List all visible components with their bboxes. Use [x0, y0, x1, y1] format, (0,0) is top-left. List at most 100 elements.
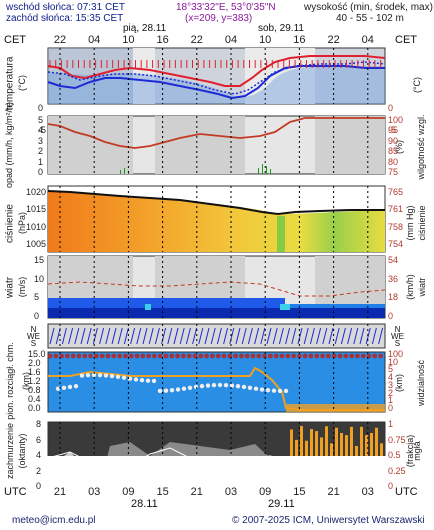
- wind-arrow: [192, 327, 198, 345]
- temperature-ytick-right: -5: [388, 125, 397, 135]
- cloud-layer-dot: [271, 388, 277, 393]
- cloud-top-dot: [70, 353, 76, 359]
- wind-arrow: [148, 327, 154, 345]
- cloud-top-dot: [285, 353, 291, 359]
- cloud-top-dot: [146, 353, 152, 359]
- coords-text: 18°33'32"E, 53°0'35"N: [176, 2, 276, 13]
- wind-arrow: [204, 327, 210, 345]
- top-hour-3: 16: [156, 34, 169, 46]
- fog-bar: [355, 445, 358, 456]
- pressure-ytick-right: 765: [388, 187, 404, 197]
- fog-bar: [295, 439, 298, 456]
- day2-label: sob, 29.11: [258, 23, 304, 34]
- compass-right: N WE S: [391, 325, 404, 348]
- wind-arrow: [247, 327, 253, 345]
- cloud-top-dot: [76, 353, 82, 359]
- wind-arrow: [371, 327, 377, 345]
- cloud-top-dot: [186, 353, 192, 359]
- top-hour-9: 04: [361, 34, 374, 46]
- temp-axis-unit-right: (°C): [412, 76, 422, 94]
- cloud-top-dot: [268, 353, 273, 359]
- wind-arrow: [278, 327, 284, 345]
- bottom-hour-5: 03: [224, 486, 238, 498]
- wind-axis-unit-right: (km/h): [405, 274, 415, 300]
- temperature-ytick-right: 0: [388, 103, 394, 113]
- height-label: wysokość (min, środek, max): [304, 2, 433, 13]
- precip-ytick-right: 95: [388, 125, 399, 136]
- wind-arrow: [254, 327, 260, 345]
- fog-bar: [305, 440, 308, 456]
- wind-axis-unit: (m/s): [17, 276, 27, 298]
- wind-arrow: [309, 327, 315, 345]
- cloud-layer-dot: [199, 383, 205, 389]
- footer-copyright: © 2007-2025 ICM, Uniwersytet Warszawski: [232, 515, 425, 526]
- cloud-layer-dot: [157, 388, 163, 394]
- wind-arrow: [210, 327, 216, 345]
- cloud-top-dot: [343, 353, 349, 359]
- cloud-top-dot: [326, 353, 331, 359]
- wind-arrow: [161, 327, 167, 345]
- clouds-ytick-right: 2: [388, 387, 394, 398]
- cloud-top-dot: [372, 353, 378, 359]
- sunrise-text: wschód słońca: 07:31 CET: [6, 2, 125, 13]
- temperature-ytick: 0: [38, 103, 44, 113]
- wind-ytick-right: 0: [388, 311, 394, 321]
- cloud-top-dot: [337, 353, 343, 359]
- bottom-hour-6: 09: [259, 486, 272, 498]
- wind-arrow: [316, 327, 322, 345]
- day1-label: pią, 28.11: [123, 23, 167, 34]
- tz-right: CET: [395, 34, 417, 46]
- wind-ytick: 15: [34, 255, 45, 265]
- temp-min-line: [47, 65, 385, 100]
- cloud-top-dot: [123, 353, 128, 359]
- cloud-layer-dot: [91, 372, 97, 378]
- cloud-top-dot: [192, 353, 198, 359]
- wind-arrow: [130, 327, 136, 345]
- cloud-top-dot: [204, 353, 210, 359]
- fog-bar: [325, 426, 328, 456]
- wind-arrow: [179, 327, 185, 345]
- wind-arrow: [99, 327, 105, 345]
- wind-arrow: [266, 327, 272, 345]
- wind-arrow: [229, 327, 235, 345]
- tz-left: CET: [4, 34, 26, 46]
- utc-left: UTC: [4, 486, 27, 498]
- humidity-line: [47, 117, 385, 149]
- footer-email[interactable]: meteo@icm.edu.pl: [12, 515, 96, 526]
- cloud-top-dot: [134, 353, 140, 359]
- clouds-ytick: 1.6: [28, 367, 41, 377]
- cover-ytick-right: 0.5: [388, 450, 401, 460]
- bottom-hour-2: 09: [122, 486, 135, 498]
- top-hour-0: 22: [53, 34, 67, 46]
- cover-ytick-right: 0.75: [388, 434, 406, 445]
- cloud-layer-dot: [223, 382, 229, 388]
- cloud-top-dot: [273, 353, 279, 359]
- cover-ytick-right: 0.25: [388, 465, 406, 476]
- top-hour-4: 22: [190, 34, 203, 46]
- cloud-layer-dot: [85, 372, 91, 378]
- precip-ytick-right: 75: [388, 167, 399, 177]
- fog-bar: [315, 431, 318, 456]
- wind-panel: [47, 255, 386, 319]
- clouds-ytick-right: 5: [388, 364, 394, 375]
- cloud-top-dot: [210, 353, 215, 359]
- wind-arrow: [359, 327, 365, 345]
- pressure-axis-label-right: ciśnienie: [417, 205, 427, 241]
- height-values: 40 - 55 - 102 m: [336, 13, 404, 24]
- cloud-top-dot: [331, 353, 337, 359]
- wind-arrow: [272, 327, 278, 345]
- cloud-layer-dot: [241, 384, 247, 390]
- humidity-axis-label: wilgotność wzgl.: [416, 114, 426, 180]
- fog-bar: [345, 435, 348, 456]
- wind-arrow: [142, 327, 148, 345]
- cloud-layer-dot: [103, 373, 109, 378]
- wind-arrow: [173, 327, 179, 345]
- wind-arrow: [285, 327, 291, 345]
- precip-ytick: 2: [38, 146, 44, 157]
- wind-arrow: [68, 327, 74, 345]
- cloud-top-dot: [94, 353, 99, 359]
- cloud-top-dot: [314, 353, 320, 359]
- cloud-top-dot: [99, 353, 105, 359]
- cloud-top-dot: [233, 353, 239, 359]
- fog-bar: [330, 443, 333, 456]
